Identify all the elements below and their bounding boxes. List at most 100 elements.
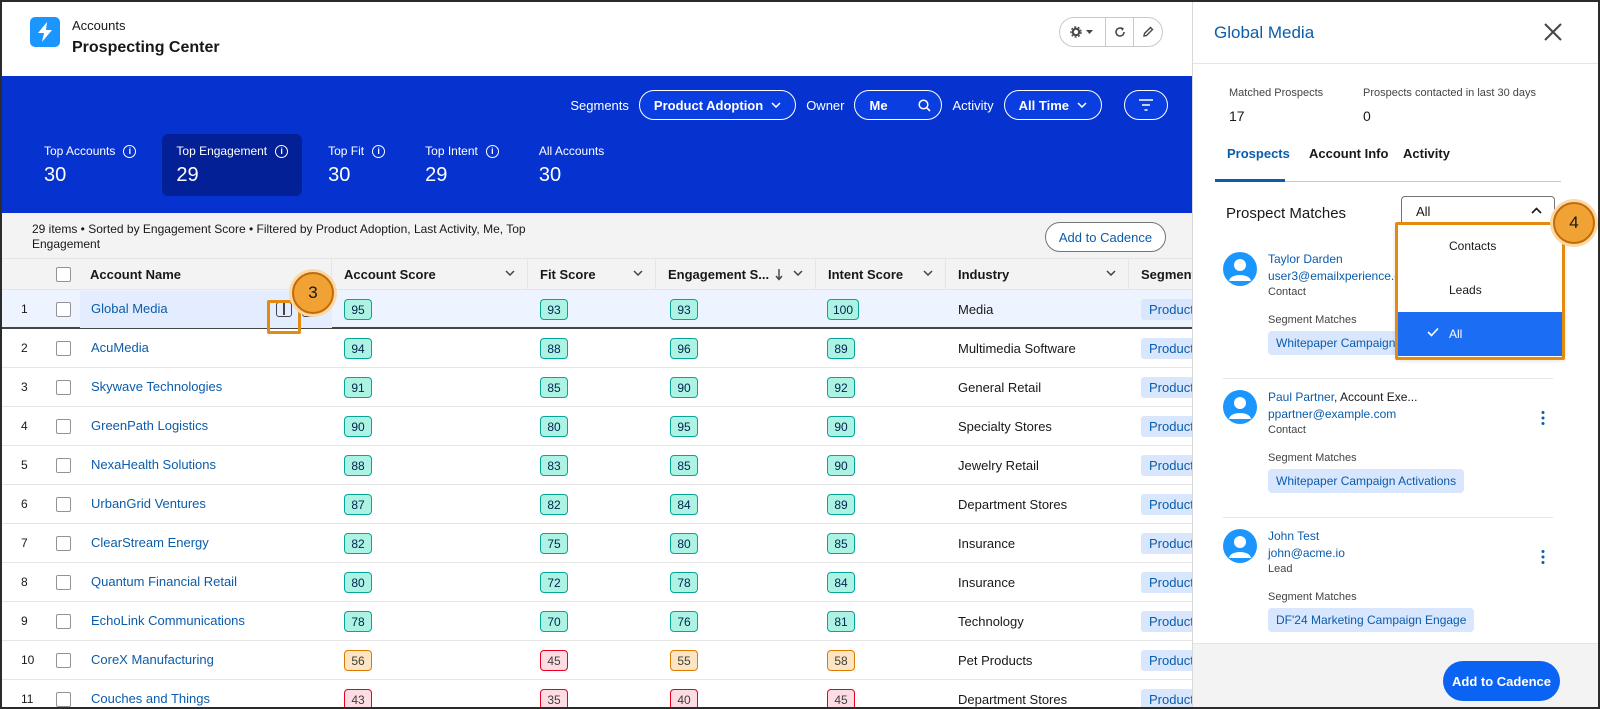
- row-checkbox[interactable]: [56, 302, 71, 317]
- account-name-link[interactable]: Quantum Financial Retail: [91, 574, 237, 589]
- tile-top-accounts[interactable]: Top Accounts i 30: [30, 134, 150, 196]
- user-icon: [1229, 536, 1251, 558]
- settings-menu-button[interactable]: [1060, 18, 1106, 46]
- prospect-role: , Account Exe...: [1334, 390, 1418, 404]
- row-number: 1: [21, 302, 28, 316]
- account-score-badge: 91: [344, 377, 372, 398]
- option-leads[interactable]: Leads: [1449, 283, 1482, 297]
- activity-dropdown[interactable]: All Time: [1003, 90, 1102, 120]
- chevron-down-icon[interactable]: [633, 270, 643, 276]
- column-fit-score[interactable]: Fit Score: [528, 259, 656, 290]
- table-row[interactable]: 11 Couches and Things 43 35 40 45 Department S…: [2, 680, 1192, 707]
- chevron-down-icon[interactable]: [793, 270, 803, 276]
- tile-all-accounts[interactable]: All Accounts 30: [525, 134, 618, 196]
- checkmark-icon: [1427, 327, 1439, 337]
- table-row[interactable]: 6 UrbanGrid Ventures 87 82 84 89 Department St…: [2, 485, 1192, 524]
- matched-prospects-value: 17: [1229, 108, 1245, 124]
- sort-descending-icon: [775, 269, 783, 281]
- more-actions-icon[interactable]: [1539, 410, 1547, 426]
- account-name-link[interactable]: CoreX Manufacturing: [91, 652, 214, 667]
- filter-button[interactable]: [1124, 90, 1168, 120]
- row-checkbox[interactable]: [56, 341, 71, 356]
- table-row[interactable]: 10 CoreX Manufacturing 56 45 55 58 Pet Product…: [2, 641, 1192, 680]
- tile-top-fit[interactable]: Top Fit i 30: [314, 134, 399, 196]
- tab-account-info[interactable]: Account Info: [1309, 146, 1389, 161]
- info-icon[interactable]: i: [275, 144, 289, 158]
- accounts-table: Account Name Account Score Fit Score Eng…: [2, 258, 1192, 707]
- tile-top-engagement[interactable]: Top Engagement i 29: [162, 134, 303, 196]
- row-checkbox[interactable]: [56, 536, 71, 551]
- table-row[interactable]: 9 EchoLink Communications 78 70 76 81 Technolo…: [2, 602, 1192, 641]
- option-contacts[interactable]: Contacts: [1449, 239, 1497, 253]
- edit-button[interactable]: [1134, 18, 1162, 46]
- column-intent-score[interactable]: Intent Score: [816, 259, 946, 290]
- table-row[interactable]: 5 NexaHealth Solutions 88 83 85 90 Jewelry Ret…: [2, 446, 1192, 485]
- account-name-link[interactable]: Couches and Things: [91, 691, 211, 706]
- column-segments[interactable]: Segments: [1129, 259, 1192, 290]
- column-account-score[interactable]: Account Score: [332, 259, 528, 290]
- prospect-item: Paul Partner, Account Exe... ppartner@ex…: [1223, 390, 1563, 500]
- table-row[interactable]: 1 Global Media 95 93 93 100 Media Product: [2, 290, 1192, 329]
- pencil-icon: [1143, 26, 1154, 37]
- select-all-checkbox[interactable]: [56, 267, 71, 282]
- row-checkbox[interactable]: [56, 380, 71, 395]
- table-row[interactable]: 4 GreenPath Logistics 90 80 95 90 Specialty St…: [2, 407, 1192, 446]
- prospect-email[interactable]: ppartner@example.com: [1268, 407, 1397, 421]
- account-name-link[interactable]: AcuMedia: [91, 340, 149, 355]
- account-name-link[interactable]: Global Media: [91, 301, 168, 316]
- row-checkbox[interactable]: [56, 692, 71, 707]
- add-to-cadence-button[interactable]: Add to Cadence: [1045, 222, 1166, 252]
- account-name-link[interactable]: ClearStream Energy: [91, 535, 209, 550]
- engagement-score-badge: 76: [670, 611, 698, 632]
- column-account-name[interactable]: Account Name: [80, 259, 332, 290]
- account-name-link[interactable]: NexaHealth Solutions: [91, 457, 217, 472]
- row-checkbox[interactable]: [56, 419, 71, 434]
- segment-matches-label: Segment Matches: [1268, 591, 1357, 603]
- segments-dropdown[interactable]: Product Adoption: [638, 90, 797, 120]
- owner-search-input[interactable]: Me: [854, 90, 943, 120]
- info-icon[interactable]: i: [123, 144, 137, 158]
- segment-badge: Product: [1141, 494, 1192, 515]
- account-name-link[interactable]: GreenPath Logistics: [91, 418, 209, 433]
- row-checkbox[interactable]: [56, 497, 71, 512]
- filter-bar: Segments Product Adoption Owner Me Activ…: [570, 90, 1168, 120]
- table-row[interactable]: 3 Skywave Technologies 91 85 90 92 General Ret…: [2, 368, 1192, 407]
- prospect-name[interactable]: John Test: [1268, 529, 1319, 543]
- prospect-email[interactable]: john@acme.io: [1268, 546, 1345, 560]
- table-row[interactable]: 2 AcuMedia 94 88 96 89 Multimedia Software Prod…: [2, 329, 1192, 368]
- account-name-link[interactable]: Skywave Technologies: [91, 379, 223, 394]
- engagement-score-badge: 40: [670, 689, 698, 707]
- add-to-cadence-primary-button[interactable]: Add to Cadence: [1443, 661, 1560, 701]
- prospect-email[interactable]: user3@emailxperience.c: [1268, 269, 1401, 283]
- row-checkbox[interactable]: [56, 653, 71, 668]
- info-icon[interactable]: i: [372, 144, 386, 158]
- tab-prospects[interactable]: Prospects: [1227, 146, 1290, 161]
- segment-badge: Product: [1141, 338, 1192, 359]
- row-checkbox[interactable]: [56, 575, 71, 590]
- prospect-name[interactable]: Paul Partner, Account Exe...: [1268, 390, 1417, 404]
- prospect-name[interactable]: Taylor Darden: [1268, 252, 1343, 266]
- industry-cell: General Retail: [958, 380, 1042, 395]
- info-icon[interactable]: i: [485, 144, 499, 158]
- row-checkbox[interactable]: [56, 614, 71, 629]
- refresh-button[interactable]: [1106, 18, 1134, 46]
- close-icon[interactable]: [1541, 20, 1565, 44]
- more-actions-icon[interactable]: [1539, 549, 1547, 565]
- metric-tiles: Top Accounts i 30 Top Engagement i 29 Top …: [30, 134, 630, 196]
- chevron-down-icon[interactable]: [923, 270, 933, 276]
- column-engagement-score[interactable]: Engagement S...: [656, 259, 816, 290]
- column-label: Account Name: [90, 267, 182, 282]
- tab-activity[interactable]: Activity: [1403, 146, 1450, 161]
- option-all[interactable]: All: [1397, 312, 1563, 356]
- app-header: Accounts Prospecting Center: [2, 2, 1192, 76]
- chevron-down-icon[interactable]: [505, 270, 515, 276]
- column-industry[interactable]: Industry: [946, 259, 1129, 290]
- account-name-link[interactable]: EchoLink Communications: [91, 613, 245, 628]
- table-row[interactable]: 8 Quantum Financial Retail 80 72 78 84 Insuran…: [2, 563, 1192, 602]
- activity-value: All Time: [1018, 97, 1069, 113]
- account-name-link[interactable]: UrbanGrid Ventures: [91, 496, 206, 511]
- row-checkbox[interactable]: [56, 458, 71, 473]
- chevron-down-icon[interactable]: [1106, 270, 1116, 276]
- table-row[interactable]: 7 ClearStream Energy 82 75 80 85 Insurance Prod…: [2, 524, 1192, 563]
- tile-top-intent[interactable]: Top Intent i 29: [411, 134, 513, 196]
